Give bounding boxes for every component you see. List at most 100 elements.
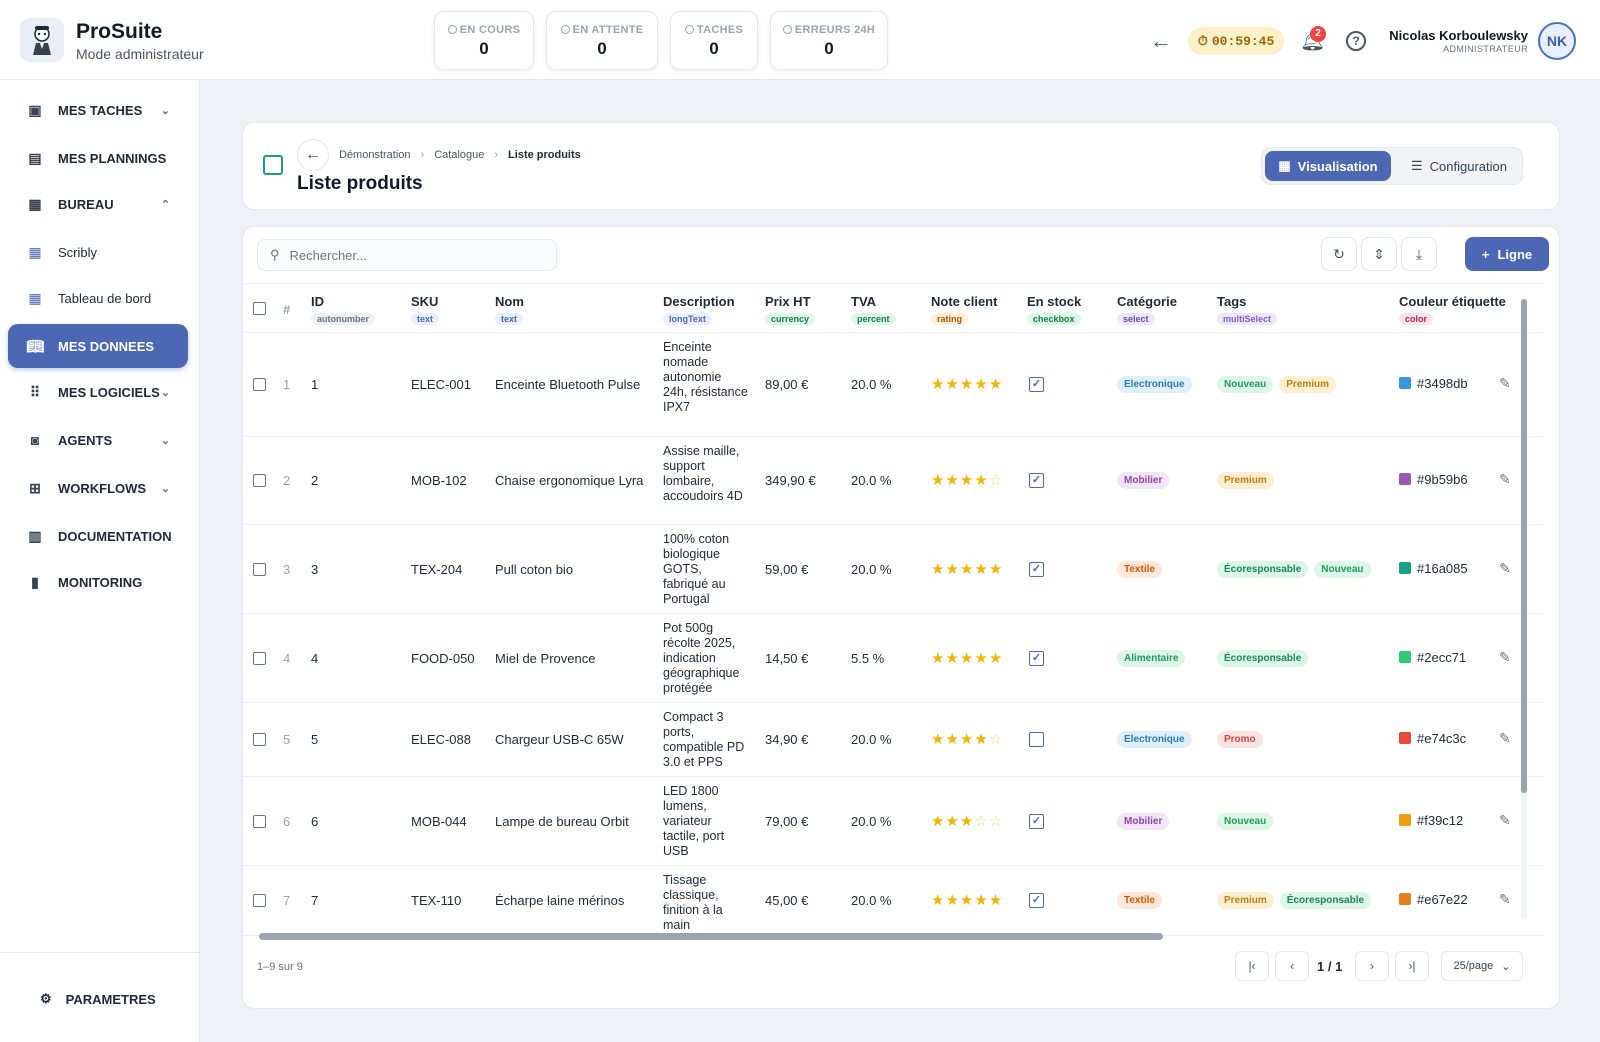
cell-tva[interactable]: 20.0 % [851,814,892,829]
stat-en-attente[interactable]: EN ATTENTE 0 [546,11,658,70]
column-header-sku[interactable]: SKU text [411,294,440,325]
star-filled-icon[interactable]: ★ [931,561,946,578]
edit-row-button[interactable]: ✎ [1499,560,1511,577]
row-checkbox[interactable] [253,474,266,487]
cell-categorie[interactable]: Electronique [1117,730,1192,748]
sidebar-item-tableau-de-bord[interactable]: ▦ Tableau de bord [8,276,188,320]
cell-stock-checkbox[interactable]: ✓ [1029,377,1044,392]
cell-sku[interactable]: TEX-110 [411,893,462,908]
last-page-button[interactable]: ›| [1395,951,1429,981]
cell-id[interactable]: 7 [311,893,319,908]
cell-rating[interactable]: ★★★★★ [931,891,1003,909]
star-filled-icon[interactable]: ★ [959,892,975,909]
row-checkbox[interactable] [253,652,266,665]
cell-sku[interactable]: ELEC-001 [411,377,471,392]
star-filled-icon[interactable]: ★ [945,472,960,489]
cell-sku[interactable]: FOOD-050 [411,651,475,666]
sidebar-item-mes-logiciels[interactable]: ⠿ MES LOGICIELS ⌄ [8,370,188,414]
cell-sku[interactable]: ELEC-088 [411,732,471,747]
column-header-couleur[interactable]: Couleur étiquette color [1399,294,1506,325]
cell-couleur[interactable]: #e67e22 [1399,892,1468,907]
table-row[interactable]: 7 7 TEX-110 Écharpe laine mérinos Tissage cl… [243,866,1543,936]
cell-description[interactable]: Pot 500g récolte 2025, indication géogra… [663,621,740,695]
table-row[interactable]: 6 6 MOB-044 Lampe de bureau Orbit LED 1800 l… [243,777,1543,866]
cell-sku[interactable]: TEX-204 [411,562,463,577]
star-filled-icon[interactable]: ★ [945,650,960,667]
column-header-note[interactable]: Note client rating [931,294,997,325]
star-filled-icon[interactable]: ★ [988,650,1004,667]
cell-description[interactable]: Tissage classique, finition à la main [663,873,723,932]
star-filled-icon[interactable]: ★ [931,731,946,748]
cell-prix[interactable]: 45,00 € [765,893,809,908]
cell-id[interactable]: 4 [311,651,319,666]
star-filled-icon[interactable]: ★ [959,650,975,667]
star-filled-icon[interactable]: ★ [945,892,960,909]
cell-nom[interactable]: Miel de Provence [495,651,596,666]
star-empty-icon[interactable]: ☆ [988,731,1004,748]
cell-tags[interactable]: Nouveau Premium [1217,375,1342,393]
stat-taches[interactable]: TACHES 0 [670,11,758,70]
cell-couleur[interactable]: #9b59b6 [1399,472,1468,487]
app-logo[interactable] [20,18,64,62]
cell-couleur[interactable]: #2ecc71 [1399,650,1466,665]
cell-description[interactable]: 100% coton biologique GOTS, fabriqué au … [663,532,730,606]
collapse-button[interactable]: ⇕ [1361,237,1397,271]
cell-stock-checkbox[interactable]: ✓ [1029,814,1044,829]
cell-tags[interactable]: Premium Écoresponsable [1217,891,1377,909]
cell-sku[interactable]: MOB-044 [411,814,467,829]
cell-couleur[interactable]: #16a085 [1399,561,1468,576]
star-filled-icon[interactable]: ★ [959,813,975,830]
per-page-select[interactable]: 25/page ⌄ [1441,951,1523,981]
star-filled-icon[interactable]: ★ [945,813,960,830]
cell-couleur[interactable]: #e74c3c [1399,731,1466,746]
row-checkbox[interactable] [253,378,266,391]
cell-description[interactable]: LED 1800 lumens, variateur tactile, port… [663,784,725,858]
cell-tva[interactable]: 20.0 % [851,473,892,488]
star-filled-icon[interactable]: ★ [974,892,989,909]
stat-erreurs[interactable]: ERREURS 24H 0 [770,11,888,70]
prev-page-button[interactable]: ‹ [1275,951,1309,981]
cell-stock-checkbox[interactable]: ✓ [1029,473,1044,488]
cell-tags[interactable]: Écoresponsable [1217,649,1314,667]
cell-stock-checkbox[interactable]: ✓ [1029,651,1044,666]
star-filled-icon[interactable]: ★ [974,472,989,489]
cell-prix[interactable]: 89,00 € [765,377,809,392]
star-filled-icon[interactable]: ★ [988,561,1004,578]
column-header-prix[interactable]: Prix HT currency [765,294,816,325]
cell-nom[interactable]: Pull coton bio [495,562,574,577]
cell-tags[interactable]: Écoresponsable Nouveau [1217,560,1377,578]
sidebar-item-mes-plannings[interactable]: ▤ MES PLANNINGS [8,136,188,180]
edit-row-button[interactable]: ✎ [1499,730,1511,747]
settings-button[interactable]: ⚙ PARAMETRES [40,991,156,1007]
add-row-button[interactable]: + Ligne [1465,237,1549,271]
cell-id[interactable]: 6 [311,814,319,829]
column-header-tags[interactable]: Tags multiSelect [1217,294,1278,325]
cell-categorie[interactable]: Mobilier [1117,471,1170,489]
cell-tva[interactable]: 20.0 % [851,377,892,392]
star-filled-icon[interactable]: ★ [974,650,989,667]
cell-rating[interactable]: ★★★★★ [931,560,1003,578]
star-filled-icon[interactable]: ★ [988,892,1004,909]
column-header-categorie[interactable]: Catégorie select [1117,294,1177,325]
column-header-tva[interactable]: TVA percent [851,294,896,325]
breadcrumb-item[interactable]: Catalogue [434,149,485,161]
table-row[interactable]: 3 3 TEX-204 Pull coton bio 100% coton biolog… [243,525,1543,614]
column-header-nom[interactable]: Nom text [495,294,524,325]
cell-sku[interactable]: MOB-102 [411,473,467,488]
cell-categorie[interactable]: Textile [1117,891,1162,909]
cell-rating[interactable]: ★★★★☆ [931,471,1003,489]
cell-couleur[interactable]: #f39c12 [1399,813,1463,828]
avatar[interactable]: NK [1538,22,1576,60]
row-checkbox[interactable] [253,894,266,907]
star-filled-icon[interactable]: ★ [959,731,975,748]
cell-categorie[interactable]: Mobilier [1117,812,1170,830]
star-filled-icon[interactable]: ★ [974,561,989,578]
edit-row-button[interactable]: ✎ [1499,649,1511,666]
sidebar-item-scribly[interactable]: ▦ Scribly [8,230,188,274]
cell-categorie[interactable]: Textile [1117,560,1162,578]
table-row[interactable]: 4 4 FOOD-050 Miel de Provence Pot 500g récol… [243,614,1543,703]
edit-row-button[interactable]: ✎ [1499,375,1511,392]
star-filled-icon[interactable]: ★ [959,561,975,578]
cell-categorie[interactable]: Alimentaire [1117,649,1186,667]
cell-nom[interactable]: Enceinte Bluetooth Pulse [495,377,641,392]
